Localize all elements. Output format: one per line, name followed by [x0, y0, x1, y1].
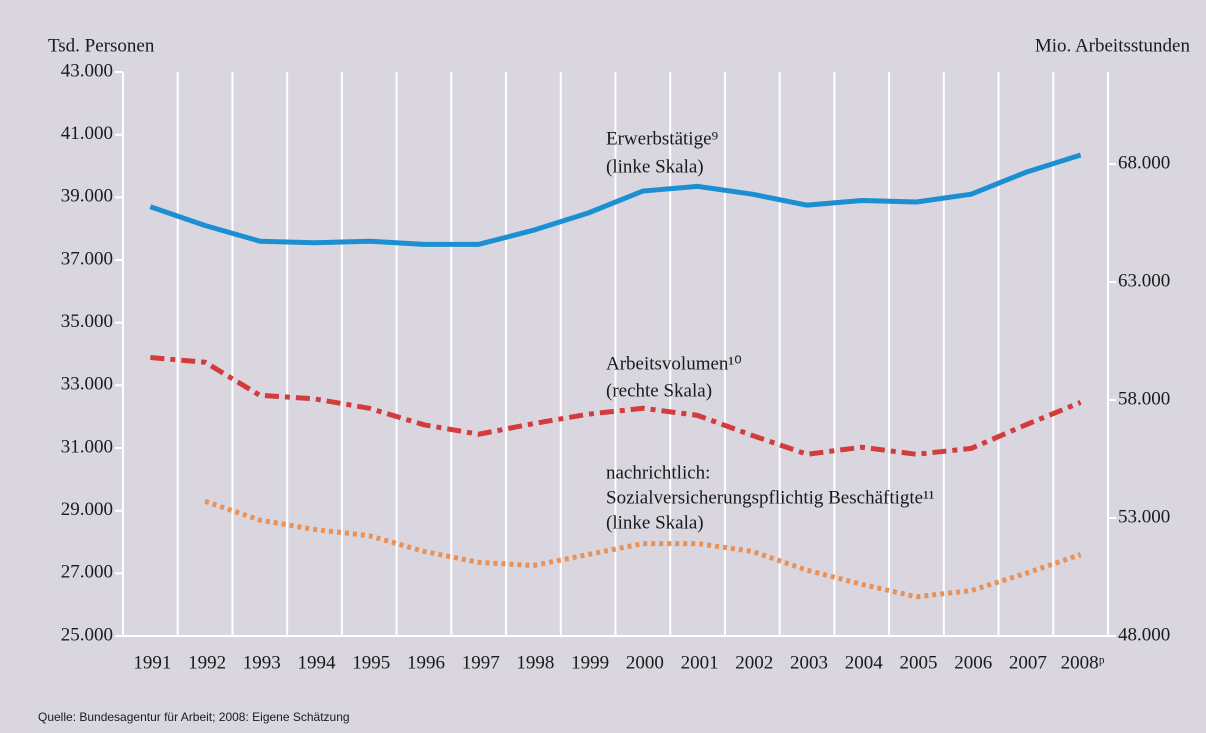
x-tick-label: 2003: [790, 652, 828, 673]
y-tick-label: 37.000: [61, 248, 113, 269]
annotation: nachrichtlich:: [606, 462, 710, 483]
x-tick-label: 1995: [352, 652, 390, 673]
annotation: (linke Skala): [606, 156, 704, 177]
annotation: Sozialversicherungspflichtig Beschäftigt…: [606, 487, 935, 508]
series-line: [150, 355, 1082, 457]
y2-tick-label: 48.000: [1118, 624, 1170, 645]
x-tick-label: 1991: [133, 652, 171, 673]
x-tick-label: 2001: [681, 652, 719, 673]
annotation: (linke Skala): [606, 512, 704, 533]
x-tick-label: 2004: [845, 652, 884, 673]
source: Quelle: Bundesagentur für Arbeit; 2008: …: [38, 710, 350, 724]
series-line: [149, 152, 1082, 247]
x-tick-label: 1996: [407, 652, 445, 673]
y2-tick-label: 68.000: [1118, 152, 1170, 173]
x-tick-label: 1993: [243, 652, 281, 673]
x-tick-label: 2002: [735, 652, 773, 673]
x-tick-label: 2005: [899, 652, 937, 673]
x-tick-label: 1994: [298, 652, 337, 673]
x-tick-label: 2006: [954, 652, 992, 673]
y-tick-label: 27.000: [61, 562, 113, 583]
y2-tick-label: 53.000: [1118, 506, 1170, 527]
y-tick-label: 35.000: [61, 311, 113, 332]
x-tick-label: 2000: [626, 652, 664, 673]
series-line: [204, 498, 1082, 600]
y2-tick-label: 63.000: [1118, 270, 1170, 291]
x-tick-label: 1999: [571, 652, 609, 673]
annotation: (rechte Skala): [606, 380, 712, 401]
y-tick-label: 31.000: [61, 436, 113, 457]
y-axis-label: Tsd. Personen: [48, 35, 155, 56]
y-tick-label: 29.000: [61, 499, 113, 520]
annotation: Erwerbstätige⁹: [606, 128, 719, 149]
y-tick-label: 33.000: [61, 374, 113, 395]
y-tick-label: 43.000: [61, 60, 113, 81]
y-tick-label: 41.000: [61, 123, 113, 144]
x-tick-label: 2007: [1009, 652, 1047, 673]
y-tick-label: 39.000: [61, 186, 113, 207]
x-tick-label: 1997: [462, 652, 500, 673]
y2-axis-label: Mio. Arbeitsstunden: [1035, 35, 1191, 56]
x-tick-label: 1992: [188, 652, 226, 673]
x-tick-label: 1998: [516, 652, 554, 673]
annotation: Arbeitsvolumen¹⁰: [606, 353, 742, 374]
y2-tick-label: 58.000: [1118, 388, 1170, 409]
x-tick-label: 2008ᵖ: [1061, 652, 1105, 673]
y-tick-label: 25.000: [61, 624, 113, 645]
